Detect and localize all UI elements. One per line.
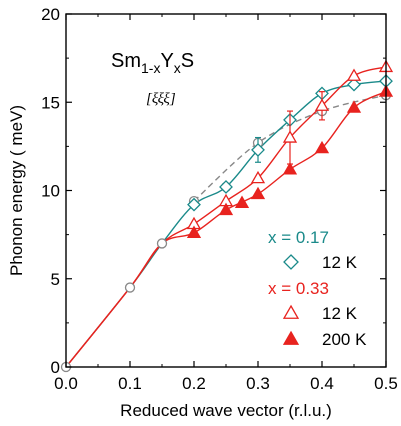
marker-triangle-filled	[314, 140, 330, 154]
y-tick-label: 15	[41, 93, 60, 112]
marker-triangle-open	[282, 304, 300, 319]
marker-triangle-filled	[234, 195, 250, 209]
fit-curves	[65, 66, 387, 368]
marker-triangle-filled	[282, 330, 300, 345]
formula-base: Sm	[111, 50, 141, 72]
x-tick-label: 0.1	[118, 374, 142, 393]
marker-diamond	[347, 77, 361, 92]
x-tick-label: 0.4	[310, 374, 334, 393]
data-markers	[60, 59, 394, 373]
x-tick-label: 0.2	[182, 374, 206, 393]
y-axis-title: Phonon energy ( meV)	[7, 105, 26, 276]
legend-marker-diamond	[283, 254, 299, 270]
y-tick-label: 20	[41, 5, 60, 24]
marker-diamond	[219, 180, 233, 194]
formula-mid: Y	[160, 50, 173, 72]
marker-triangle-filled	[218, 202, 234, 216]
fit-curve-dashed	[193, 94, 387, 202]
legend: x = 0.17 12 K x = 0.33 12 K 200 K	[268, 228, 367, 349]
formula-sub2: x	[174, 60, 181, 76]
x-axis-title: Reduced wave vector (r.l.u.)	[120, 401, 332, 420]
marker-diamond	[187, 197, 201, 212]
marker-triangle-open	[250, 170, 266, 184]
x-tick-label: 0.3	[246, 374, 270, 393]
marker-circle	[156, 238, 168, 249]
marker-triangle-filled	[346, 100, 362, 113]
y-tick-label: 0	[51, 358, 60, 377]
compound-formula: Sm1-xYxS	[111, 50, 194, 76]
y-tick-label: 10	[41, 182, 60, 201]
marker-triangle-open	[282, 130, 298, 143]
legend-group2-item-a: 12 K	[322, 304, 358, 323]
legend-marker-triangle-filled	[282, 330, 300, 345]
fit-curve-solid	[65, 91, 387, 368]
legend-marker-triangle-open	[282, 304, 300, 319]
marker-triangle-open	[346, 68, 362, 81]
x-tick-label: 0.0	[54, 374, 78, 393]
marker-triangle-filled	[282, 162, 298, 175]
legend-group2-item-b: 200 K	[322, 330, 367, 349]
x-tick-label: 0.5	[374, 374, 398, 393]
legend-group2-label: x = 0.33	[268, 279, 329, 298]
formula-end: S	[181, 50, 194, 72]
marker-diamond	[251, 142, 265, 157]
marker-triangle-filled	[250, 186, 266, 200]
marker-diamond	[283, 254, 299, 270]
formula-sub1: 1-x	[141, 60, 160, 76]
direction-label: [ξξξ]	[146, 91, 176, 107]
legend-group1-item: 12 K	[322, 253, 358, 272]
marker-circle	[124, 282, 136, 293]
legend-group1-label: x = 0.17	[268, 228, 329, 247]
marker-triangle-open	[314, 98, 330, 111]
y-tick-label: 5	[51, 270, 60, 289]
marker-triangle-filled	[186, 225, 202, 239]
axis-ticks: 0.0 0.1 0.2 0.3 0.4 0.5 0 5 10 15 20	[41, 5, 398, 393]
fit-curve-solid	[65, 80, 387, 368]
